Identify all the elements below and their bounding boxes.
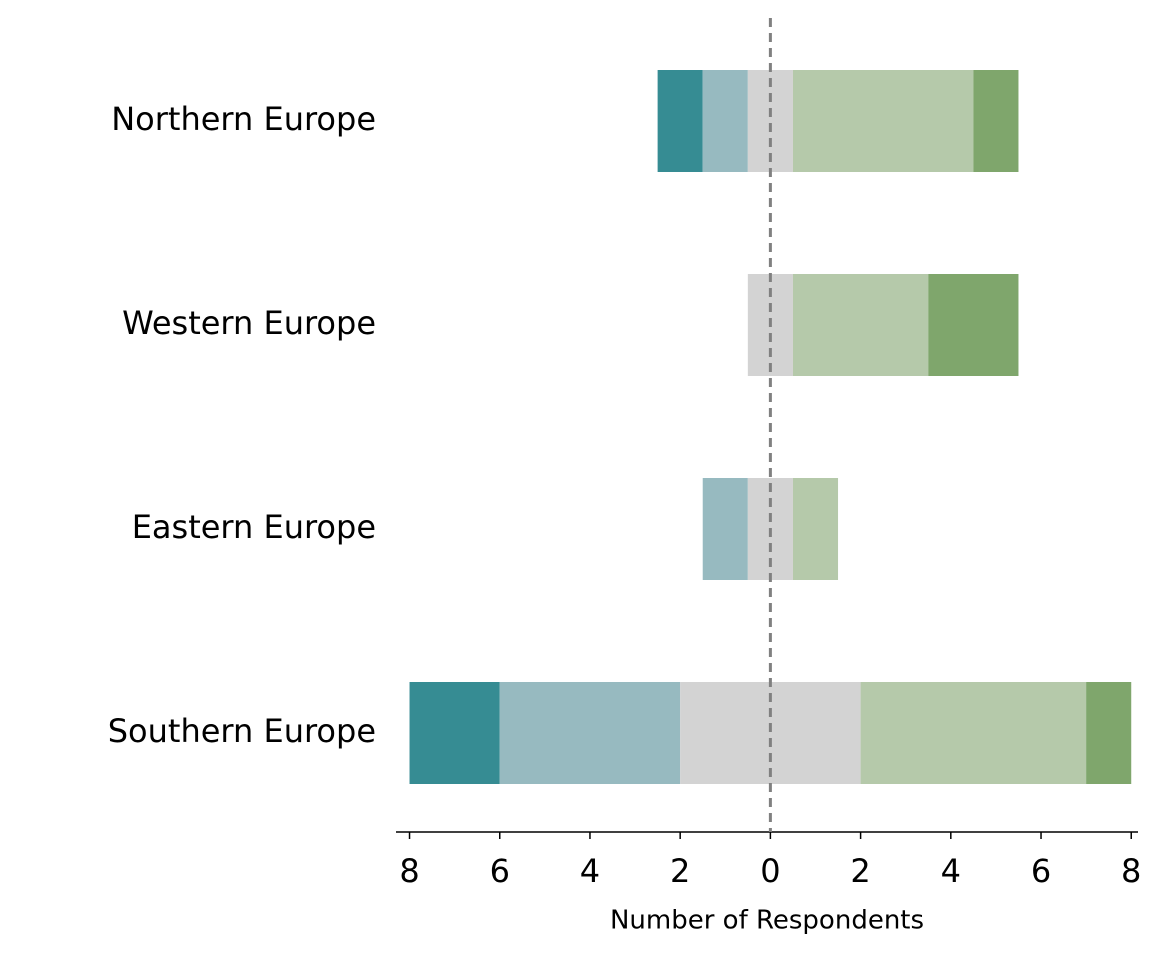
- y-tick-label: Northern Europe: [111, 100, 376, 138]
- y-tick-label: Southern Europe: [108, 712, 376, 750]
- bar-segment: [409, 682, 500, 784]
- x-tick-label: 2: [850, 852, 870, 890]
- x-tick-label: 8: [399, 852, 419, 890]
- x-tick-label: 2: [670, 852, 690, 890]
- bar-segment: [792, 478, 839, 580]
- bar-segment: [499, 682, 681, 784]
- x-tick-label: 6: [490, 852, 510, 890]
- bar-segment: [702, 70, 748, 172]
- x-tick-label: 6: [1031, 852, 1051, 890]
- bar-segment: [702, 478, 748, 580]
- x-tick-label: 4: [580, 852, 600, 890]
- bar-segment: [1086, 682, 1132, 784]
- x-tick-label: 0: [760, 852, 780, 890]
- y-tick-label: Eastern Europe: [132, 508, 376, 546]
- bar-segment: [792, 274, 929, 376]
- y-tick-label: Western Europe: [122, 304, 376, 342]
- bar-segment: [792, 70, 974, 172]
- bar-segment: [860, 682, 1087, 784]
- bar-segment: [657, 70, 703, 172]
- x-axis-label: Number of Respondents: [610, 906, 924, 936]
- x-tick-label: 8: [1121, 852, 1141, 890]
- bar-segment: [973, 70, 1019, 172]
- bar-segment: [928, 274, 1019, 376]
- x-tick-label: 4: [941, 852, 961, 890]
